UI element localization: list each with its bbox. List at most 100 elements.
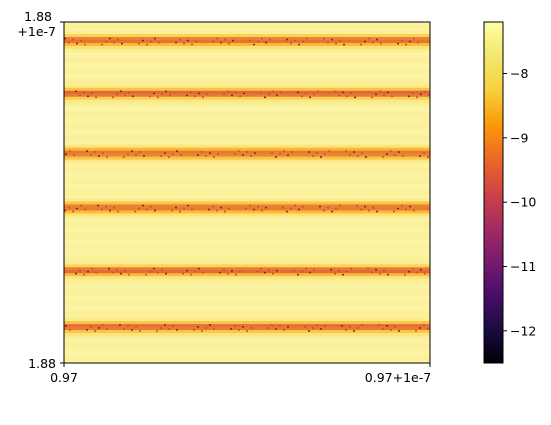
heatmap-speckle (342, 273, 344, 276)
heatmap-speckle (246, 151, 248, 153)
colorbar-tick-label: −10 (510, 195, 536, 210)
heatmap-speckle (286, 38, 288, 41)
heatmap-row (64, 84, 430, 89)
heatmap-speckle (383, 94, 385, 97)
heatmap-speckle (143, 155, 145, 157)
heatmap-row (64, 81, 430, 86)
heatmap-row (64, 312, 430, 316)
heatmap-speckle (232, 39, 234, 42)
heatmap-speckle (239, 270, 241, 273)
heatmap-row (64, 315, 430, 319)
heatmap-row (64, 330, 430, 334)
heatmap-speckle (65, 325, 67, 327)
heatmap-speckle (294, 204, 296, 207)
heatmap-speckle (102, 152, 104, 154)
heatmap-speckle (102, 324, 104, 326)
heatmap-speckle (409, 40, 411, 43)
heatmap-row (64, 162, 430, 166)
heatmap-speckle (257, 205, 259, 208)
heatmap-speckle (135, 326, 137, 328)
heatmap-speckle (142, 39, 144, 42)
heatmap-speckle (334, 272, 336, 275)
heatmap-row (64, 22, 430, 26)
heatmap-row (64, 117, 430, 122)
heatmap-speckle (105, 40, 107, 43)
heatmap-row (64, 360, 430, 364)
heatmap-speckle (313, 93, 315, 96)
heatmap-row (64, 72, 430, 77)
heatmap-speckle (75, 272, 77, 275)
heatmap-speckle (416, 96, 418, 99)
heatmap-speckle (412, 267, 414, 270)
heatmap-speckle (72, 38, 74, 41)
heatmap-speckle (243, 92, 245, 95)
heatmap-speckle (298, 208, 300, 211)
heatmap-row (64, 87, 430, 92)
heatmap-speckle (338, 269, 340, 272)
heatmap-speckle (220, 41, 222, 44)
heatmap-speckle (324, 325, 326, 327)
heatmap-speckle (405, 208, 407, 211)
heatmap-speckle (349, 326, 351, 328)
heatmap-speckle (423, 324, 425, 326)
heatmap-speckle (228, 42, 230, 45)
heatmap-speckle (95, 271, 97, 274)
heatmap-row (64, 201, 430, 205)
heatmap-speckle (206, 93, 208, 96)
heatmap-speckle (305, 267, 307, 270)
heatmap-speckle (378, 324, 380, 326)
heatmap-speckle (194, 270, 196, 273)
heatmap-speckle (316, 152, 318, 154)
heatmap-row (64, 129, 430, 134)
heatmap-speckle (116, 93, 118, 96)
heatmap-speckle (424, 272, 426, 275)
heatmap-speckle (158, 41, 160, 44)
heatmap-speckle (419, 327, 421, 329)
heatmap-speckle (335, 42, 337, 45)
heatmap-speckle (120, 90, 122, 93)
heatmap-row (64, 195, 430, 199)
heatmap-speckle (375, 93, 377, 96)
heatmap-speckle (202, 271, 204, 274)
heatmap-speckle (216, 209, 218, 212)
heatmap-speckle (342, 91, 344, 94)
heatmap-speckle (353, 330, 355, 332)
heatmap-speckle (195, 40, 197, 43)
heatmap-speckle (131, 150, 133, 152)
heatmap-speckle (308, 330, 310, 332)
heatmap-speckle (101, 43, 103, 46)
heatmap-speckle (346, 270, 348, 273)
heatmap-speckle (65, 153, 67, 155)
heatmap-row (64, 270, 430, 274)
heatmap-speckle (257, 40, 259, 43)
heatmap-speckle (338, 94, 340, 97)
heatmap-speckle (254, 152, 256, 154)
heatmap-speckle (372, 41, 374, 44)
heatmap-speckle (412, 92, 414, 95)
heatmap-row (64, 297, 430, 301)
heatmap-speckle (335, 207, 337, 210)
heatmap-speckle (287, 154, 289, 156)
heatmap-speckle (390, 150, 392, 152)
heatmap-row (64, 39, 430, 44)
heatmap-speckle (291, 151, 293, 153)
heatmap-speckle (139, 330, 141, 332)
heatmap-speckle (101, 208, 103, 211)
heatmap-speckle (330, 268, 332, 271)
heatmap-speckle (227, 272, 229, 275)
heatmap-speckle (132, 95, 134, 98)
heatmap-row (64, 198, 430, 202)
heatmap-speckle (312, 155, 314, 157)
heatmap-speckle (193, 329, 195, 331)
heatmap-speckle (368, 37, 370, 40)
heatmap-row (64, 33, 430, 38)
heatmap-row (64, 93, 430, 98)
heatmap-speckle (157, 271, 159, 274)
heatmap-speckle (190, 91, 192, 94)
heatmap-speckle (175, 41, 177, 44)
heatmap-speckle (161, 268, 163, 271)
heatmap-speckle (138, 207, 140, 210)
heatmap-speckle (324, 153, 326, 155)
heatmap-speckle (269, 38, 271, 41)
heatmap-speckle (341, 325, 343, 327)
